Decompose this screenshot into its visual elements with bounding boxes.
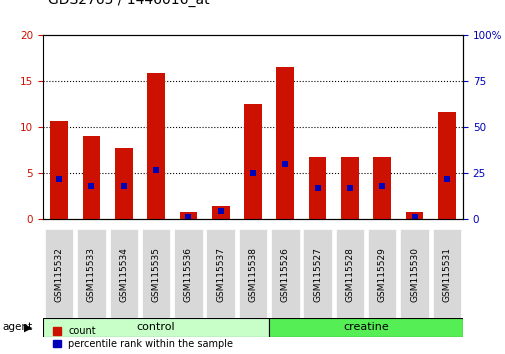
Text: GSM115534: GSM115534 bbox=[119, 247, 128, 302]
Bar bbox=[437, 112, 455, 219]
Text: GSM115531: GSM115531 bbox=[441, 247, 450, 302]
FancyBboxPatch shape bbox=[77, 229, 106, 320]
FancyBboxPatch shape bbox=[367, 229, 395, 320]
Text: control: control bbox=[136, 322, 175, 332]
Point bbox=[120, 183, 128, 189]
Text: GSM115537: GSM115537 bbox=[216, 247, 225, 302]
Text: GSM115527: GSM115527 bbox=[313, 247, 322, 302]
Text: GSM115532: GSM115532 bbox=[55, 247, 64, 302]
FancyBboxPatch shape bbox=[432, 229, 460, 320]
FancyBboxPatch shape bbox=[269, 318, 462, 337]
Point bbox=[345, 185, 353, 191]
Text: GSM115530: GSM115530 bbox=[409, 247, 418, 302]
FancyBboxPatch shape bbox=[271, 229, 299, 320]
Point bbox=[313, 185, 321, 191]
FancyBboxPatch shape bbox=[238, 229, 267, 320]
Bar bbox=[373, 157, 390, 219]
Text: GSM115535: GSM115535 bbox=[152, 247, 160, 302]
Point bbox=[152, 167, 160, 173]
Point bbox=[184, 214, 192, 219]
Bar bbox=[179, 212, 197, 219]
Bar bbox=[243, 103, 262, 219]
Bar bbox=[308, 157, 326, 219]
FancyBboxPatch shape bbox=[45, 229, 73, 320]
Text: GDS2765 / 1446016_at: GDS2765 / 1446016_at bbox=[48, 0, 209, 7]
FancyBboxPatch shape bbox=[303, 229, 331, 320]
Point bbox=[55, 176, 63, 182]
Text: GSM115533: GSM115533 bbox=[87, 247, 96, 302]
Bar bbox=[147, 73, 165, 219]
Text: GSM115538: GSM115538 bbox=[248, 247, 257, 302]
FancyBboxPatch shape bbox=[141, 229, 170, 320]
Text: GSM115528: GSM115528 bbox=[345, 247, 354, 302]
Text: creatine: creatine bbox=[342, 322, 388, 332]
Bar bbox=[115, 148, 132, 219]
FancyBboxPatch shape bbox=[110, 229, 138, 320]
Bar bbox=[276, 67, 293, 219]
Point bbox=[410, 214, 418, 219]
Bar bbox=[82, 136, 100, 219]
Bar bbox=[405, 212, 423, 219]
Point bbox=[248, 171, 257, 176]
Legend: count, percentile rank within the sample: count, percentile rank within the sample bbox=[53, 326, 233, 349]
FancyBboxPatch shape bbox=[174, 229, 202, 320]
Bar bbox=[340, 157, 358, 219]
Text: GSM115526: GSM115526 bbox=[280, 247, 289, 302]
Point bbox=[442, 176, 450, 182]
Point bbox=[87, 183, 95, 189]
FancyBboxPatch shape bbox=[206, 229, 234, 320]
FancyBboxPatch shape bbox=[399, 229, 428, 320]
Text: ▶: ▶ bbox=[24, 323, 32, 333]
FancyBboxPatch shape bbox=[43, 318, 269, 337]
Text: GSM115536: GSM115536 bbox=[183, 247, 192, 302]
FancyBboxPatch shape bbox=[335, 229, 364, 320]
Point bbox=[377, 183, 385, 189]
Point bbox=[281, 161, 289, 167]
Text: agent: agent bbox=[3, 322, 33, 332]
Bar bbox=[212, 206, 229, 219]
Text: GSM115529: GSM115529 bbox=[377, 247, 386, 302]
Point bbox=[216, 209, 224, 214]
Bar bbox=[50, 121, 68, 219]
